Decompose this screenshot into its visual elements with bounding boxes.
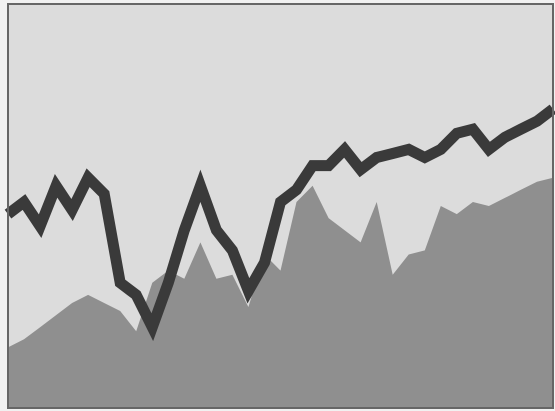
series-layer xyxy=(4,104,555,408)
area-series-0 xyxy=(8,177,553,408)
line-series-1 xyxy=(4,104,555,342)
plot-frame xyxy=(7,3,554,409)
